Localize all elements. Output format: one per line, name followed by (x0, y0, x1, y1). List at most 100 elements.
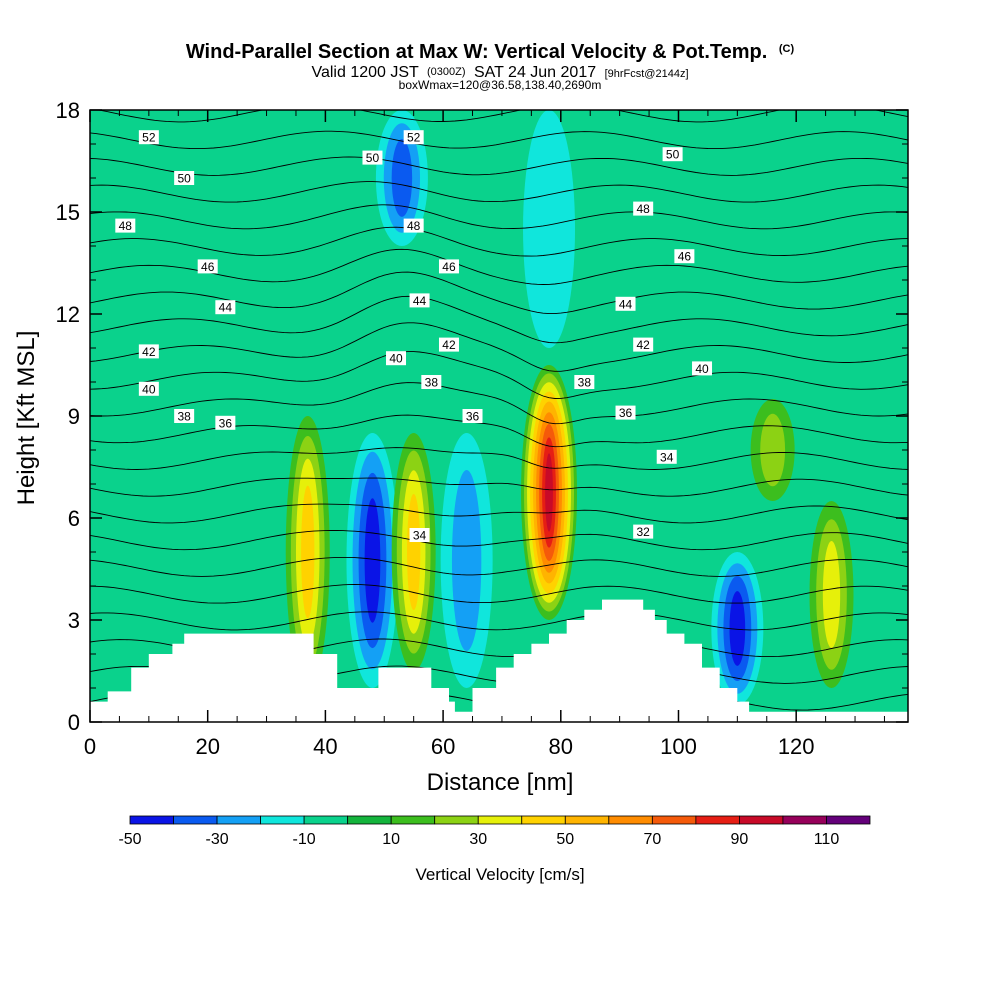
isentrope-label: 38 (177, 410, 191, 424)
isentrope-label: 40 (389, 352, 403, 366)
colorbar-tick-label: 70 (643, 831, 661, 848)
colorbar: -50 -30 -10 10 30 50 70 90 110 (118, 815, 871, 848)
isentrope-label-bg (386, 351, 407, 366)
x-tick-label: 40 (313, 734, 337, 759)
colorbar-tick-label: 110 (814, 831, 840, 848)
isentrope-line (90, 382, 908, 425)
valid-line: Valid 1200 JST (0300Z) SAT 24 Jun 2017 [… (311, 62, 688, 81)
chart-title: Wind-Parallel Section at Max W: Vertical… (186, 41, 795, 63)
isentrope-label: 36 (466, 410, 480, 424)
isentrope-label: 34 (413, 529, 427, 543)
x-tick-label: 120 (778, 734, 815, 759)
colorbar-swatch (390, 815, 436, 825)
terrain (90, 599, 908, 722)
isentrope-label: 36 (219, 416, 233, 430)
colorbar-swatch (695, 815, 740, 825)
colorbar-swatch (129, 815, 174, 825)
isentrope-label: 32 (637, 525, 651, 539)
isentrope-label: 48 (407, 219, 421, 233)
isentrope-label: 42 (637, 338, 651, 352)
x-tick-label: 20 (195, 734, 219, 759)
isentrope-line (90, 295, 908, 344)
colorbar-tick-label: -50 (118, 831, 141, 848)
isentrope-label-bg (138, 381, 159, 396)
isentrope-line (90, 271, 908, 315)
isentrope-label: 44 (413, 294, 427, 308)
isentrope-line (96, 110, 908, 123)
isentrope-label-bg (462, 409, 483, 423)
title-main: Wind-Parallel Section at Max W: Vertical… (186, 41, 767, 63)
isentrope-label-bg (409, 528, 430, 542)
valid-date: SAT 24 Jun 2017 (474, 64, 596, 81)
updraft-contour (407, 493, 421, 611)
downdraft-contour (523, 110, 576, 348)
y-axis-label: Height [Kft MSL] (13, 331, 40, 506)
downdraft-contour (451, 469, 482, 652)
isentrope-line (90, 503, 908, 524)
colorbar-swatch (564, 815, 610, 825)
isentrope-label-bg (421, 375, 442, 389)
isentrope-label: 38 (425, 376, 439, 390)
isentrope-line (90, 477, 908, 497)
isentrope-label: 36 (619, 406, 633, 420)
isentrope-line (90, 130, 908, 150)
isentrope-label-bg (403, 218, 424, 233)
colorbar-label: Vertical Velocity [cm/s] (415, 865, 584, 884)
isentrope-label: 34 (660, 450, 674, 464)
box-info: boxWmax=120@36.58,138.40,2690m (399, 78, 602, 92)
colorbar-tick-label: 30 (469, 831, 487, 848)
isentrope-label-bg (656, 449, 677, 464)
colorbar-tick-label: 50 (556, 831, 574, 848)
isentrope-label: 52 (407, 131, 421, 145)
colorbar-tick-label: 90 (731, 831, 749, 848)
isentrope-label-bg (174, 171, 195, 185)
isentrope-label: 50 (177, 172, 191, 186)
isentrope-label-bg (615, 296, 636, 311)
colorbar-tick-label: 10 (382, 831, 400, 848)
isentrope-label-bg (674, 249, 695, 264)
isentrope-label-bg (362, 150, 383, 165)
isentrope-label-bg (574, 375, 595, 389)
x-tick-label: 60 (431, 734, 455, 759)
y-tick-label: 0 (68, 710, 80, 735)
isentrope-label-bg (403, 130, 424, 145)
isentrope-line (90, 447, 908, 470)
isentrope-label: 46 (678, 250, 692, 264)
isentrope-label: 46 (442, 260, 456, 274)
updraft-contour (545, 453, 553, 532)
colorbar-swatch (303, 815, 349, 825)
isentrope-label: 48 (637, 202, 651, 216)
y-tick-label: 12 (56, 302, 80, 327)
colorbar-swatch (608, 815, 653, 825)
isentrope-line (90, 351, 908, 399)
updraft-contour (301, 485, 315, 619)
downdraft-contour (364, 498, 381, 623)
isentrope-label-bg (692, 361, 713, 376)
isentrope-label: 48 (119, 219, 133, 233)
isentrope-label: 50 (366, 151, 380, 165)
isentrope-label-bg (138, 130, 159, 145)
downdraft-contour (729, 591, 746, 666)
isentrope-label-bg (409, 293, 430, 308)
isentrope-line (90, 181, 908, 203)
isentrope-line (90, 322, 908, 372)
downdraft-contour (391, 139, 413, 217)
isentrope-line (90, 226, 908, 257)
isentrope-label: 42 (442, 338, 456, 352)
title-block: Wind-Parallel Section at Max W: Vertical… (186, 41, 795, 92)
isentrope-label-bg (615, 405, 636, 420)
x-tick-label: 80 (549, 734, 573, 759)
colorbar-swatch (434, 815, 479, 825)
x-tick-label: 0 (84, 734, 96, 759)
isentrope-label-bg (438, 259, 459, 274)
colorbar-swatch (260, 815, 305, 825)
colorbar-swatch (826, 815, 871, 825)
isentrope-label: 44 (619, 297, 633, 311)
isentrope-line (90, 530, 908, 551)
isentrope-label-bg (215, 415, 236, 430)
y-tick-label: 9 (68, 404, 80, 429)
colorbar-tick-label: -10 (293, 831, 316, 848)
colorbar-swatch (651, 815, 697, 825)
updraft-contour (760, 413, 786, 487)
